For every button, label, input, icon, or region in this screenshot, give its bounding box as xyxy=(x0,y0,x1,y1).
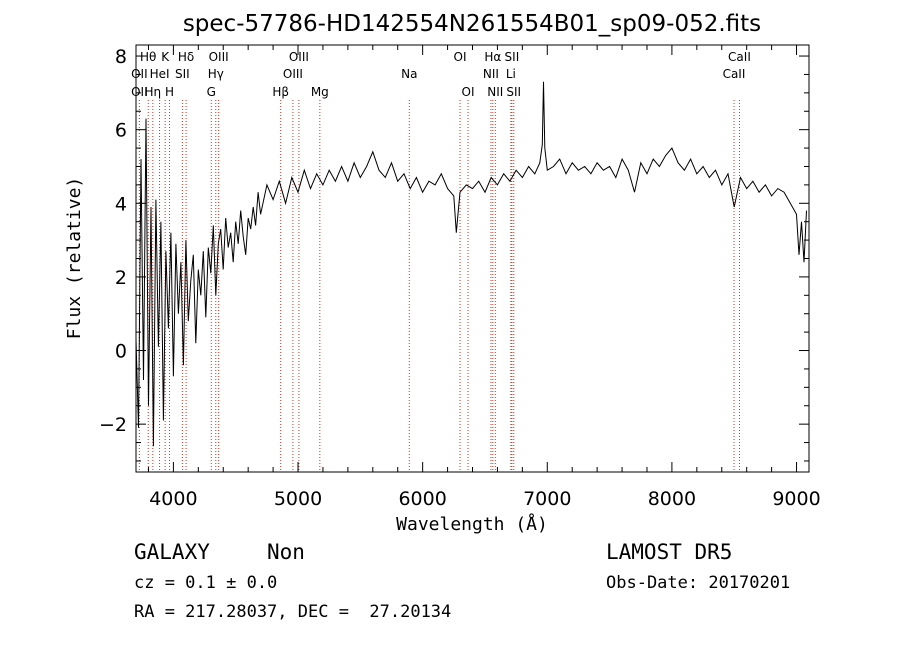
spectral-line-label: Hβ xyxy=(272,85,289,99)
redshift-cz: cz = 0.1 ± 0.0 xyxy=(134,573,278,593)
spectral-line-label: Hγ xyxy=(208,67,224,81)
spectral-line-label: NII xyxy=(487,85,503,99)
y-tick-label: 8 xyxy=(115,46,127,68)
spectral-line-label: SII xyxy=(506,85,521,99)
ra-dec-coordinates: RA = 217.28037, DEC = 27.20134 xyxy=(134,602,452,622)
chart-title: spec-57786-HD142554N261554B01_sp09-052.f… xyxy=(183,11,761,37)
spectral-line-label: OIII xyxy=(209,50,229,64)
spectral-line-label: Mg xyxy=(311,85,329,99)
plot-frame xyxy=(135,44,810,473)
spectral-line-label: CaII xyxy=(728,50,751,64)
spectral-line-label: OI xyxy=(454,50,467,64)
y-tick-label: 2 xyxy=(115,267,127,289)
survey-name: LAMOST DR5 xyxy=(606,540,733,564)
object-class: GALAXY xyxy=(134,540,210,564)
spectral-line-label: CaII xyxy=(723,67,746,81)
spectral-line-label: G xyxy=(207,85,216,99)
y-axis-label: Flux (relative) xyxy=(64,177,85,340)
x-tick-label: 7000 xyxy=(523,488,571,510)
x-tick-label: 8000 xyxy=(648,488,696,510)
spectral-line-label: Hθ xyxy=(140,50,156,64)
spectral-line-label: OIII xyxy=(289,50,309,64)
spectral-line-label: K xyxy=(161,50,170,64)
spectral-line-label: OIII xyxy=(283,67,303,81)
spectral-line-label: H xyxy=(165,85,174,99)
y-tick-label: 4 xyxy=(115,193,127,215)
spectral-line-label: NII xyxy=(483,67,499,81)
object-subclass: Non xyxy=(267,540,305,564)
spectrum-line xyxy=(135,81,807,447)
y-tick-label: 6 xyxy=(115,120,127,142)
observation-date: Obs-Date: 20170201 xyxy=(606,573,791,593)
x-tick-label: 5000 xyxy=(274,488,322,510)
spectral-line-markers xyxy=(138,100,740,472)
spectral-line-label: OII xyxy=(131,85,148,99)
x-tick-label: 9000 xyxy=(772,488,820,510)
y-axis-ticks: −2 0 2 4 6 8 xyxy=(99,46,809,462)
spectral-line-label: HeI xyxy=(150,67,170,81)
spectral-line-label: OI xyxy=(462,85,475,99)
spectral-line-label: SII xyxy=(505,50,520,64)
x-tick-label: 6000 xyxy=(398,488,446,510)
y-tick-label: −2 xyxy=(99,414,127,436)
x-axis-label: Wavelength (Å) xyxy=(396,513,548,535)
spectral-line-label: SII xyxy=(175,67,190,81)
spectral-line-label: Hα xyxy=(484,50,501,64)
spectral-line-label: Li xyxy=(506,67,516,81)
spectral-line-label: Hδ xyxy=(178,50,194,64)
spectral-line-label: Hη xyxy=(145,85,162,99)
spectral-line-label: Na xyxy=(401,67,417,81)
y-tick-label: 0 xyxy=(115,341,127,363)
x-axis-ticks: 4000 5000 6000 7000 8000 9000 xyxy=(147,45,821,510)
x-tick-label: 4000 xyxy=(149,488,197,510)
